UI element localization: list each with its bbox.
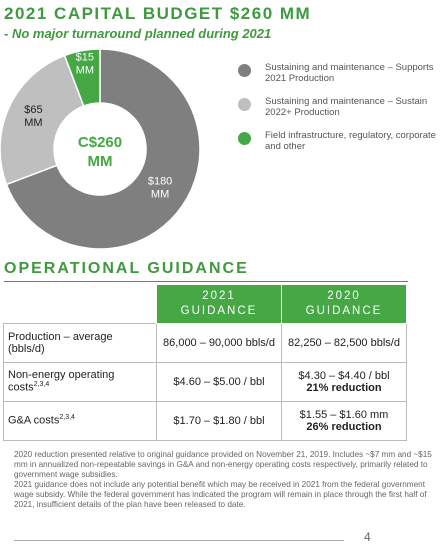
row-label: G&A costs2,3,4	[8, 414, 75, 427]
cell-emphasis: 21% reduction	[306, 381, 382, 394]
value-cell: 86,000 – 90,000 bbls/d	[156, 322, 282, 363]
guidance-table: 2021 GUIDANCE 2020 GUIDANCE Production – a…	[3, 284, 407, 441]
header-cell: 2020 GUIDANCE	[281, 284, 407, 324]
row-label-cell: Non-energy operating costs2,3,4	[3, 361, 157, 402]
footnote: 2021 guidance does not include any poten…	[14, 480, 427, 509]
data-label: $15 MM	[76, 51, 94, 76]
row-label-cell: G&A costs2,3,4	[3, 400, 157, 441]
value-cell: $4.30 – $4.40 / bbl 21% reduction	[281, 361, 407, 402]
table-title: OPERATIONAL GUIDANCE	[4, 260, 249, 277]
donut-chart: $180 MM $65 MM $15 MM C$260 MM	[0, 48, 201, 250]
legend-swatch	[238, 64, 251, 77]
cell-text: $4.30 – $4.40 / bbl	[298, 369, 390, 382]
donut-slice	[63, 48, 101, 107]
cell-text: $1.70 – $1.80 / bbl	[173, 414, 265, 427]
value-cell: 82,250 – 82,500 bbls/d	[281, 322, 407, 363]
table-row: Non-energy operating costs2,3,4 $4.60 – $…	[3, 361, 407, 402]
chart-title: 2021 CAPITAL BUDGET $260 MM	[4, 4, 312, 23]
header-text: 2020 GUIDANCE	[305, 289, 383, 317]
cell-text: $1.55 – $1.60 mm	[299, 408, 389, 421]
cell-text: $4.60 – $5.00 / bbl	[173, 375, 265, 388]
row-label-cell: Production – average (bbls/d)	[3, 322, 157, 363]
footnote-ref: 2,3,4	[59, 414, 75, 422]
legend-swatch	[238, 98, 251, 111]
donut-slice	[0, 54, 85, 186]
legend-label: Field infrastructure, regulatory, corpor…	[265, 130, 436, 152]
donut-slice	[5, 48, 201, 250]
cell-text: 86,000 – 90,000 bbls/d	[163, 336, 275, 349]
cell-emphasis: 26% reduction	[306, 420, 382, 433]
center-label: C$260 MM	[78, 134, 122, 170]
footnote-ref: 2,3,4	[33, 381, 50, 389]
legend-label: Sustaining and maintenance – Supports 20…	[265, 62, 434, 84]
legend-entry: Sustaining and maintenance – Sustain 202…	[238, 96, 438, 118]
value-cell: $4.60 – $5.00 / bbl	[156, 361, 282, 402]
footnotes: 2020 reduction presented relative to ori…	[14, 450, 434, 510]
data-label: $180 MM	[148, 175, 172, 200]
header-text: 2021 GUIDANCE	[180, 289, 258, 317]
legend-label: Sustaining and maintenance – Sustain 202…	[265, 96, 428, 118]
header-row: 2021 GUIDANCE 2020 GUIDANCE	[3, 284, 407, 324]
footnote: 2020 reduction presented relative to ori…	[14, 450, 432, 479]
legend-entry: Sustaining and maintenance – Supports 20…	[238, 62, 438, 84]
value-cell: $1.70 – $1.80 / bbl	[156, 400, 282, 441]
row-label: Production – average (bbls/d)	[8, 330, 113, 355]
header-cell: 2021 GUIDANCE	[156, 284, 282, 324]
chart-subtitle: - No major turnaround planned during 202…	[4, 26, 272, 41]
page-number: 4	[364, 530, 371, 544]
rule	[14, 540, 344, 541]
row-label: Non-energy operating costs2,3,4	[8, 369, 115, 394]
legend-swatch	[238, 132, 251, 145]
value-cell: $1.55 – $1.60 mm 26% reduction	[281, 400, 407, 441]
legend-entry: Field infrastructure, regulatory, corpor…	[238, 130, 438, 152]
table-row: Production – average (bbls/d) 86,000 – 90…	[3, 322, 407, 363]
cell-text: 82,250 – 82,500 bbls/d	[288, 336, 400, 349]
data-label: $65 MM	[24, 104, 42, 129]
table-row: G&A costs2,3,4 $1.70 – $1.80 / bbl $1.55 –…	[3, 400, 407, 441]
legend: Sustaining and maintenance – Supports 20…	[238, 62, 438, 164]
header-cell	[3, 284, 157, 323]
rule	[4, 281, 408, 282]
